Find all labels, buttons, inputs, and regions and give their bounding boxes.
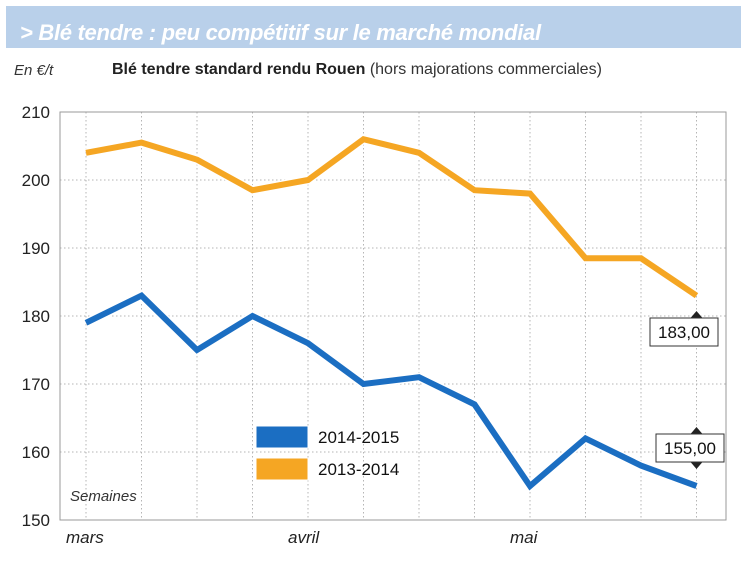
x-axis-label: Semaines <box>70 488 137 505</box>
callout-value: 155,00 <box>664 439 716 458</box>
legend-swatch <box>255 425 309 449</box>
callout-pointer <box>690 311 703 318</box>
y-tick-label: 210 <box>22 103 50 122</box>
legend-label: 2013-2014 <box>318 460 399 479</box>
y-tick-label: 170 <box>22 375 50 394</box>
chart-title-main: Blé tendre standard rendu Rouen <box>112 61 366 78</box>
y-tick-label: 190 <box>22 239 50 258</box>
series-line <box>84 291 698 491</box>
header-title: > Blé tendre : peu compétitif sur le mar… <box>20 20 541 45</box>
series-group <box>84 134 700 493</box>
y-tick-label: 150 <box>22 511 50 530</box>
y-tick-label: 180 <box>22 307 50 326</box>
y-axis-unit-label: En €/t <box>14 62 54 79</box>
legend-swatch <box>255 457 309 481</box>
callout-value: 183,00 <box>658 323 710 342</box>
callout-box <box>649 317 719 347</box>
series-line-halo <box>85 134 700 300</box>
y-tick-label: 200 <box>22 171 50 190</box>
plot-frame <box>59 111 727 521</box>
y-tick-label: 160 <box>22 443 50 462</box>
chart-title: Blé tendre standard rendu Rouen (hors ma… <box>112 61 602 79</box>
end-value-callouts: 183,00 155,00 <box>649 311 725 469</box>
series-line <box>85 135 699 299</box>
callout-pointer <box>690 427 703 434</box>
x-axis-ticks: mars avril mai <box>66 528 539 547</box>
legend: 2014-2015 2013-2014 <box>255 425 399 481</box>
legend-label: 2014-2015 <box>318 428 399 447</box>
x-tick-label: mai <box>510 528 539 547</box>
series-line-halo <box>84 290 699 493</box>
x-tick-label: mars <box>66 528 104 547</box>
y-axis-ticks: 150 160 170 180 190 200 210 <box>22 103 50 530</box>
x-tick-label: avril <box>288 528 320 547</box>
header-bar: > Blé tendre : peu compétitif sur le mar… <box>6 6 741 48</box>
chart-title-note: (hors majorations commerciales) <box>369 61 602 78</box>
callout-box <box>655 433 725 463</box>
callout-pointer <box>690 462 703 469</box>
